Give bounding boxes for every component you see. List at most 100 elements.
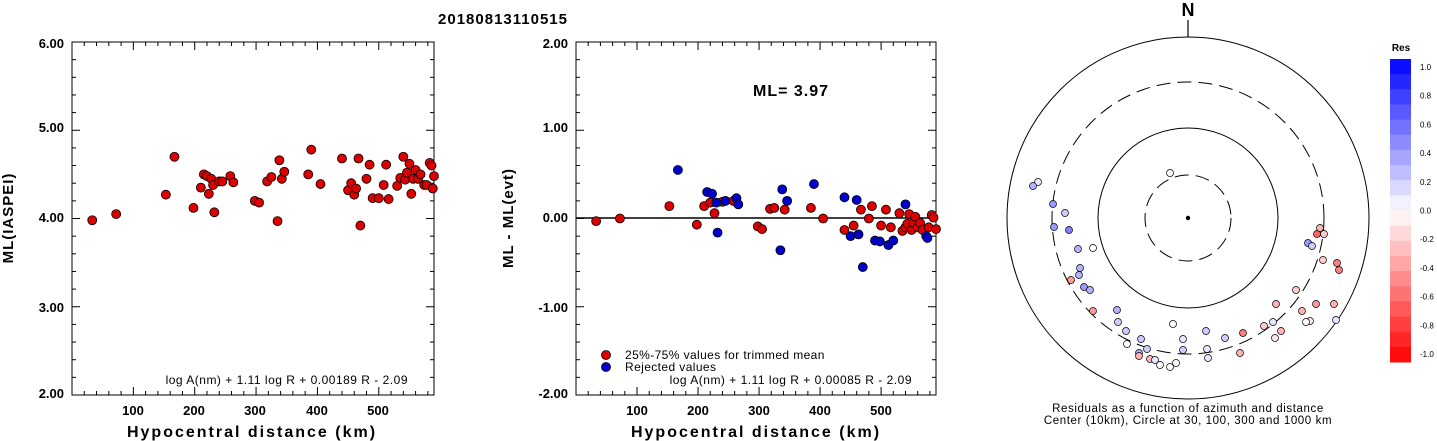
left-ytick-3: 3.00	[39, 300, 64, 315]
residual-point	[1202, 327, 1210, 335]
station-point	[254, 197, 265, 208]
colorbar-label: -1.0	[1420, 350, 1434, 359]
map-caption-1: Residuals as a function of azimuth and d…	[1052, 403, 1324, 415]
colorbar-label: -0.2	[1420, 235, 1434, 244]
rejected-point	[839, 192, 850, 203]
residual-point	[1089, 244, 1097, 252]
station-point	[209, 207, 220, 218]
station-point	[426, 160, 437, 171]
left-tick-marks	[72, 41, 434, 396]
station-point	[160, 189, 171, 200]
residual-point	[1061, 209, 1069, 217]
residual-point	[1156, 361, 1164, 369]
trimmed-point	[757, 224, 768, 234]
trimmed-point	[806, 203, 816, 213]
station-point	[337, 153, 347, 164]
left-xtick-300: 300	[244, 403, 266, 418]
residual-point	[1179, 346, 1187, 354]
trimmed-point	[709, 208, 720, 219]
station-point	[279, 166, 290, 177]
mid-tick-marks	[576, 41, 936, 396]
colorbar-title: Res	[1392, 43, 1411, 54]
trimmed-point	[615, 213, 625, 224]
station-point	[381, 159, 392, 170]
residual-point	[1179, 335, 1187, 343]
station-point	[361, 173, 372, 184]
colorbar-step	[1390, 346, 1411, 363]
colorbar-step	[1390, 240, 1411, 257]
residual-point	[1221, 334, 1229, 342]
colorbar-label: 0.2	[1420, 178, 1432, 187]
left-ylabel: ML(IASPEI)	[0, 173, 17, 264]
residual-point	[1203, 345, 1211, 353]
rejected-point	[874, 236, 885, 247]
residual-point	[1308, 242, 1316, 250]
left-ytick-4: 4.00	[39, 210, 64, 225]
mid-xtick-500: 500	[870, 403, 892, 418]
rejected-point	[720, 195, 731, 206]
trimmed-point	[856, 204, 866, 215]
colorbar-step	[1390, 89, 1411, 105]
colorbar-step	[1390, 104, 1411, 121]
colorbar-step	[1390, 149, 1411, 166]
residual-point	[1172, 359, 1180, 367]
station-point	[274, 155, 285, 166]
residual-point	[1260, 322, 1268, 330]
mid-xtick-300: 300	[748, 403, 770, 418]
rejected-point	[775, 245, 786, 256]
left-xlabel: Hypocentral distance (km)	[127, 424, 377, 441]
station-point	[303, 169, 314, 180]
colorbar-step	[1390, 271, 1411, 287]
trimmed-point	[664, 201, 675, 212]
rejected-point	[782, 195, 793, 206]
rejected-point	[733, 199, 744, 210]
residual-point	[1298, 307, 1306, 315]
station-point	[429, 171, 439, 182]
rejected-point	[853, 229, 864, 240]
station-point	[355, 220, 366, 231]
epicenter-center	[1185, 215, 1191, 221]
map-points	[1029, 169, 1343, 371]
residual-point	[1113, 306, 1121, 314]
residual-point	[1316, 224, 1324, 232]
mid-xtick-200: 200	[687, 403, 709, 418]
colorbar-label: -0.6	[1420, 293, 1434, 302]
ring-100km	[1097, 127, 1279, 309]
residual-point	[1151, 356, 1159, 364]
residual-point	[1166, 169, 1174, 177]
residual-point	[1271, 334, 1279, 342]
station-point	[87, 215, 98, 226]
trimmed-point	[867, 201, 877, 212]
residual-point	[1277, 327, 1285, 335]
legend-marker-trimmed	[601, 350, 611, 360]
left-xtick-400: 400	[306, 403, 328, 418]
rejected-point	[900, 199, 911, 210]
mid-ytick-m1: -1.00	[538, 300, 568, 315]
trimmed-point	[779, 204, 790, 215]
north-label: N	[1182, 0, 1195, 20]
trimmed-point	[848, 220, 859, 231]
residual-point	[1050, 223, 1058, 231]
rejected-point	[672, 165, 683, 175]
map-caption-2: Center (10km), Circle at 30, 100, 300 an…	[1044, 415, 1332, 427]
ring-30km	[1144, 174, 1232, 262]
left-formula: log A(nm) + 1.11 log R + 0.00189 R - 2.0…	[166, 373, 408, 387]
residual-point	[1034, 178, 1042, 186]
colorbar: Res 1.0 0.8 0.6 0.4 0.2 0.0 -0.2 -0.4 -0.6 -0.8 -1…	[1390, 43, 1434, 363]
rejected-point	[712, 227, 723, 238]
left-xtick-500: 500	[367, 403, 389, 418]
rejected-point	[809, 179, 819, 189]
trimmed-point	[931, 224, 941, 234]
ring-1000km	[1006, 36, 1370, 400]
left-panel: 6.00 5.00 4.00 3.00 2.00 100 200 300 400…	[0, 36, 439, 441]
trimmed-point	[769, 203, 780, 213]
colorbar-label: -0.8	[1420, 321, 1434, 330]
trimmed-point	[818, 213, 829, 224]
residual-point	[1302, 318, 1310, 326]
mid-ytick-1: 1.00	[543, 120, 568, 135]
colorbar-step	[1390, 165, 1411, 181]
mid-xtick-400: 400	[809, 403, 831, 418]
residual-point	[1074, 245, 1082, 253]
station-point	[351, 183, 361, 194]
colorbar-label: 0.4	[1420, 149, 1432, 158]
